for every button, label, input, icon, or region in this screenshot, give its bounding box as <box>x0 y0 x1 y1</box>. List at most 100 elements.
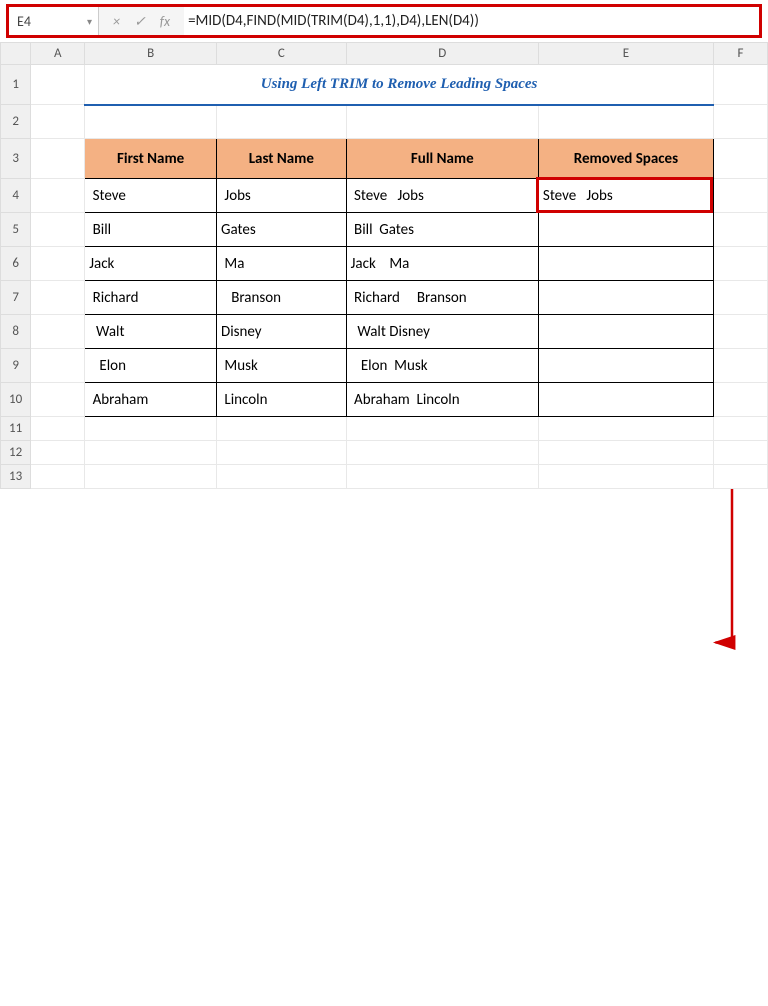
cell-A11[interactable] <box>31 417 85 441</box>
cell-F12[interactable] <box>713 441 767 465</box>
rowhead-13[interactable]: 13 <box>1 465 31 489</box>
rowhead-6[interactable]: 6 <box>1 247 31 281</box>
cell-E8[interactable] <box>538 315 713 349</box>
cell-F11[interactable] <box>713 417 767 441</box>
cell-E9[interactable] <box>538 349 713 383</box>
cell-C12[interactable] <box>217 441 347 465</box>
cell-D7[interactable]: Richard Branson <box>346 281 538 315</box>
cell-A1[interactable] <box>31 65 85 105</box>
cell-E13[interactable] <box>538 465 713 489</box>
cell-D13[interactable] <box>346 465 538 489</box>
title-cell[interactable]: Using Left TRIM to Remove Leading Spaces <box>85 65 714 105</box>
cell-F4[interactable] <box>713 179 767 213</box>
cell-A13[interactable] <box>31 465 85 489</box>
cell-C5[interactable]: Gates <box>217 213 347 247</box>
rowhead-5[interactable]: 5 <box>1 213 31 247</box>
rowhead-4[interactable]: 4 <box>1 179 31 213</box>
cell-B8[interactable]: Walt <box>85 315 217 349</box>
cell-E10[interactable] <box>538 383 713 417</box>
cell-D10[interactable]: Abraham Lincoln <box>346 383 538 417</box>
cell-E6[interactable] <box>538 247 713 281</box>
col-B[interactable]: B <box>85 43 217 65</box>
enter-icon[interactable]: ✓ <box>134 13 146 30</box>
cell-F7[interactable] <box>713 281 767 315</box>
col-E[interactable]: E <box>538 43 713 65</box>
rowhead-3[interactable]: 3 <box>1 139 31 179</box>
cell-D11[interactable] <box>346 417 538 441</box>
col-A[interactable]: A <box>31 43 85 65</box>
formula-input[interactable]: =MID(D4,FIND(MID(TRIM(D4),1,1),D4),LEN(D… <box>184 7 759 35</box>
rowhead-10[interactable]: 10 <box>1 383 31 417</box>
cell-B6[interactable]: Jack <box>85 247 217 281</box>
cell-E2[interactable] <box>538 105 713 139</box>
cell-A12[interactable] <box>31 441 85 465</box>
cell-B4[interactable]: Steve <box>85 179 217 213</box>
rowhead-12[interactable]: 12 <box>1 441 31 465</box>
cell-F3[interactable] <box>713 139 767 179</box>
cell-C4[interactable]: Jobs <box>217 179 347 213</box>
cell-A10[interactable] <box>31 383 85 417</box>
cell-C2[interactable] <box>217 105 347 139</box>
name-box-dropdown-icon[interactable]: ▾ <box>87 15 92 28</box>
cell-D9[interactable]: Elon Musk <box>346 349 538 383</box>
cell-D6[interactable]: Jack Ma <box>346 247 538 281</box>
cell-A4[interactable] <box>31 179 85 213</box>
cell-F6[interactable] <box>713 247 767 281</box>
rowhead-8[interactable]: 8 <box>1 315 31 349</box>
header-last-name[interactable]: Last Name <box>217 139 347 179</box>
cell-B9[interactable]: Elon <box>85 349 217 383</box>
name-box[interactable]: E4 ▾ <box>9 7 99 35</box>
cell-C13[interactable] <box>217 465 347 489</box>
grid-table[interactable]: A B C D E F 1 Using Left TRIM to Remove … <box>0 42 768 489</box>
cell-F5[interactable] <box>713 213 767 247</box>
cell-D5[interactable]: Bill Gates <box>346 213 538 247</box>
header-removed-spaces[interactable]: Removed Spaces <box>538 139 713 179</box>
cell-A6[interactable] <box>31 247 85 281</box>
cell-E7[interactable] <box>538 281 713 315</box>
cell-B7[interactable]: Richard <box>85 281 217 315</box>
cell-E11[interactable] <box>538 417 713 441</box>
select-all-corner[interactable] <box>1 43 31 65</box>
cell-B12[interactable] <box>85 441 217 465</box>
cell-B10[interactable]: Abraham <box>85 383 217 417</box>
cell-C8[interactable]: Disney <box>217 315 347 349</box>
cell-F13[interactable] <box>713 465 767 489</box>
cell-D2[interactable] <box>346 105 538 139</box>
cell-D12[interactable] <box>346 441 538 465</box>
cell-A8[interactable] <box>31 315 85 349</box>
cell-C11[interactable] <box>217 417 347 441</box>
cell-F9[interactable] <box>713 349 767 383</box>
cell-D8[interactable]: Walt Disney <box>346 315 538 349</box>
cell-D4[interactable]: Steve Jobs <box>346 179 538 213</box>
cell-C6[interactable]: Ma <box>217 247 347 281</box>
rowhead-9[interactable]: 9 <box>1 349 31 383</box>
cell-A3[interactable] <box>31 139 85 179</box>
cell-C7[interactable]: Branson <box>217 281 347 315</box>
rowhead-11[interactable]: 11 <box>1 417 31 441</box>
cell-F1[interactable] <box>713 65 767 105</box>
cell-A5[interactable] <box>31 213 85 247</box>
cell-C9[interactable]: Musk <box>217 349 347 383</box>
rowhead-2[interactable]: 2 <box>1 105 31 139</box>
cell-B11[interactable] <box>85 417 217 441</box>
cancel-icon[interactable]: × <box>113 13 120 30</box>
cell-A9[interactable] <box>31 349 85 383</box>
cell-F10[interactable] <box>713 383 767 417</box>
cell-F2[interactable] <box>713 105 767 139</box>
cell-F8[interactable] <box>713 315 767 349</box>
header-full-name[interactable]: Full Name <box>346 139 538 179</box>
col-C[interactable]: C <box>217 43 347 65</box>
cell-E4[interactable]: Steve Jobs <box>538 179 713 213</box>
cell-A7[interactable] <box>31 281 85 315</box>
cell-C10[interactable]: Lincoln <box>217 383 347 417</box>
fx-icon[interactable]: fx <box>160 13 170 30</box>
cell-E12[interactable] <box>538 441 713 465</box>
cell-B5[interactable]: Bill <box>85 213 217 247</box>
cell-A2[interactable] <box>31 105 85 139</box>
cell-E5[interactable] <box>538 213 713 247</box>
rowhead-1[interactable]: 1 <box>1 65 31 105</box>
col-D[interactable]: D <box>346 43 538 65</box>
col-F[interactable]: F <box>713 43 767 65</box>
cell-B13[interactable] <box>85 465 217 489</box>
header-first-name[interactable]: First Name <box>85 139 217 179</box>
